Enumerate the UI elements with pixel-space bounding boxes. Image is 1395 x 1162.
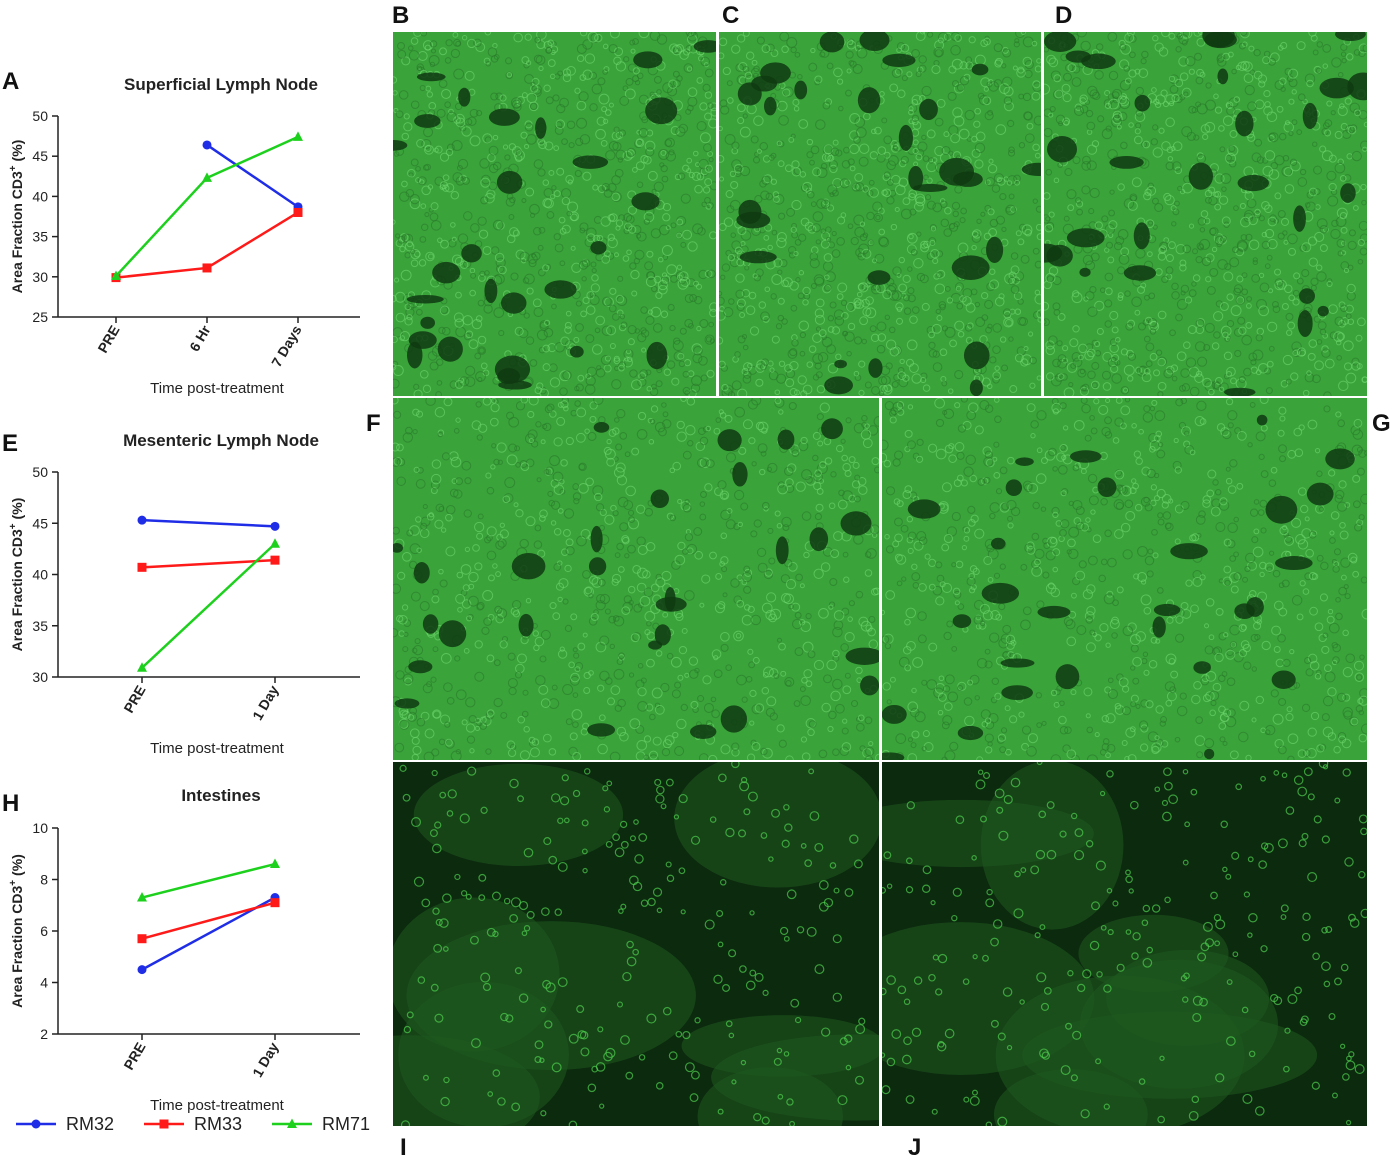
- legend-label: RM71: [322, 1113, 371, 1134]
- legend-swatch: [272, 1118, 312, 1128]
- micrograph-b: [393, 32, 716, 396]
- series-line-rm32: [206, 143, 299, 208]
- legend-swatch: [144, 1119, 184, 1129]
- micrograph-i: [393, 762, 879, 1126]
- y-tick-label: 10: [32, 820, 48, 836]
- y-axis-label: Area Fraction CD3+ (%): [8, 140, 25, 294]
- data-point-rm71: [137, 662, 147, 672]
- chart-intestines: Intestines 2 4 6 8 10 PRE 1 Day Time post-treatm…: [8, 786, 360, 1114]
- series-line-rm71: [115, 135, 299, 277]
- x-tick-label: 1 Day: [249, 1039, 282, 1080]
- legend-item-rm71: RM71: [270, 1110, 370, 1138]
- legend-label: RM32: [66, 1113, 115, 1134]
- y-tick-label: 25: [32, 309, 48, 325]
- micrograph-j-image: [882, 762, 1367, 1126]
- micrograph-d-image: [1044, 32, 1367, 396]
- series-line-rm33: [141, 558, 276, 569]
- micrograph-c: [719, 32, 1041, 396]
- series-line-rm33: [141, 901, 276, 940]
- y-tick-label: 30: [32, 669, 48, 685]
- data-point-rm33: [293, 207, 303, 217]
- x-axis-label: Time post-treatment: [150, 380, 284, 397]
- micrograph-f: [393, 398, 879, 760]
- data-point-rm32: [137, 965, 147, 975]
- x-axis-label: Time post-treatment: [150, 1097, 284, 1114]
- y-axis-label: Area Fraction CD3+ (%): [8, 854, 25, 1008]
- micrograph-c-image: [719, 32, 1041, 396]
- data-point-rm33: [137, 934, 147, 944]
- data-point-rm32: [202, 140, 212, 150]
- data-point-rm33: [137, 562, 147, 572]
- data-point-rm33: [270, 898, 280, 908]
- legend-item-rm32: RM32: [14, 1110, 114, 1138]
- data-point-rm33: [202, 263, 212, 273]
- y-axis-label: Area Fraction CD3+ (%): [8, 498, 25, 652]
- panel-letter-e: E: [2, 430, 19, 457]
- x-tick-label: 6 Hr: [186, 322, 214, 354]
- panel-letter-b: B: [392, 2, 410, 29]
- chart-mesenteric-lymph-node: Mesenteric Lymph Node 30 35 40 45 50 PRE 1 Day T…: [8, 431, 360, 757]
- micrograph-f-image: [393, 398, 879, 760]
- panel-letter-d: D: [1055, 2, 1073, 29]
- y-tick-label: 30: [32, 269, 48, 285]
- x-tick-label: 1 Day: [249, 682, 282, 723]
- data-point-rm71: [202, 172, 212, 182]
- y-tick-label: 50: [32, 464, 48, 480]
- data-point-rm32: [137, 515, 147, 525]
- panel-letter-c: C: [722, 2, 740, 29]
- chart-superficial-lymph-node: Superficial Lymph Node 25 30 35 40 45 50 PRE 6 H…: [8, 75, 360, 397]
- data-point-rm71: [270, 538, 280, 548]
- micrograph-g: [882, 398, 1367, 760]
- panel-letter-j: J: [908, 1134, 922, 1161]
- legend-marker: [31, 1119, 41, 1129]
- y-tick-label: 8: [40, 872, 48, 888]
- data-point-rm71: [293, 131, 303, 141]
- y-tick-label: 4: [40, 975, 48, 991]
- y-tick-label: 50: [32, 108, 48, 124]
- legend-marker: [287, 1118, 297, 1128]
- chart-title: Intestines: [181, 786, 260, 805]
- x-tick-label: 7 Days: [268, 322, 305, 369]
- series-line-rm32: [141, 518, 276, 528]
- panel-letter-a: A: [2, 68, 20, 95]
- x-tick-label: PRE: [94, 323, 122, 356]
- x-axis-label: Time post-treatment: [150, 740, 284, 757]
- y-tick-label: 2: [40, 1026, 48, 1042]
- panel-letter-f: F: [366, 410, 381, 437]
- chart-title: Superficial Lymph Node: [124, 75, 318, 94]
- legend-item-rm33: RM33: [142, 1110, 242, 1138]
- y-tick-label: 35: [32, 618, 48, 634]
- panel-letter-g: G: [1372, 410, 1391, 437]
- series-line-rm71: [141, 862, 276, 899]
- y-tick-label: 45: [32, 515, 48, 531]
- data-point-rm71: [137, 892, 147, 902]
- micrograph-j: [882, 762, 1367, 1126]
- y-tick-label: 45: [32, 148, 48, 164]
- legend: RM32 RM33 RM71: [14, 1110, 374, 1138]
- data-point-rm32: [270, 521, 280, 531]
- micrograph-g-image: [882, 398, 1367, 760]
- panel-letter-i: I: [400, 1134, 407, 1161]
- y-tick-label: 40: [32, 188, 48, 204]
- micrograph-b-image: [393, 32, 716, 396]
- legend-marker: [159, 1119, 169, 1129]
- chart-title: Mesenteric Lymph Node: [123, 431, 319, 450]
- legend-label: RM33: [194, 1113, 243, 1134]
- x-tick-label: PRE: [120, 1040, 148, 1073]
- panel-letter-h: H: [2, 790, 20, 817]
- y-tick-label: 6: [40, 923, 48, 939]
- data-point-rm33: [270, 555, 280, 565]
- y-tick-label: 40: [32, 567, 48, 583]
- y-tick-label: 35: [32, 229, 48, 245]
- micrograph-d: [1044, 32, 1367, 396]
- data-point-rm71: [111, 270, 121, 280]
- legend-swatch: [16, 1119, 56, 1129]
- micrograph-i-image: [393, 762, 879, 1126]
- series-line-rm71: [141, 542, 276, 669]
- data-point-rm71: [270, 858, 280, 869]
- x-tick-label: PRE: [120, 683, 148, 716]
